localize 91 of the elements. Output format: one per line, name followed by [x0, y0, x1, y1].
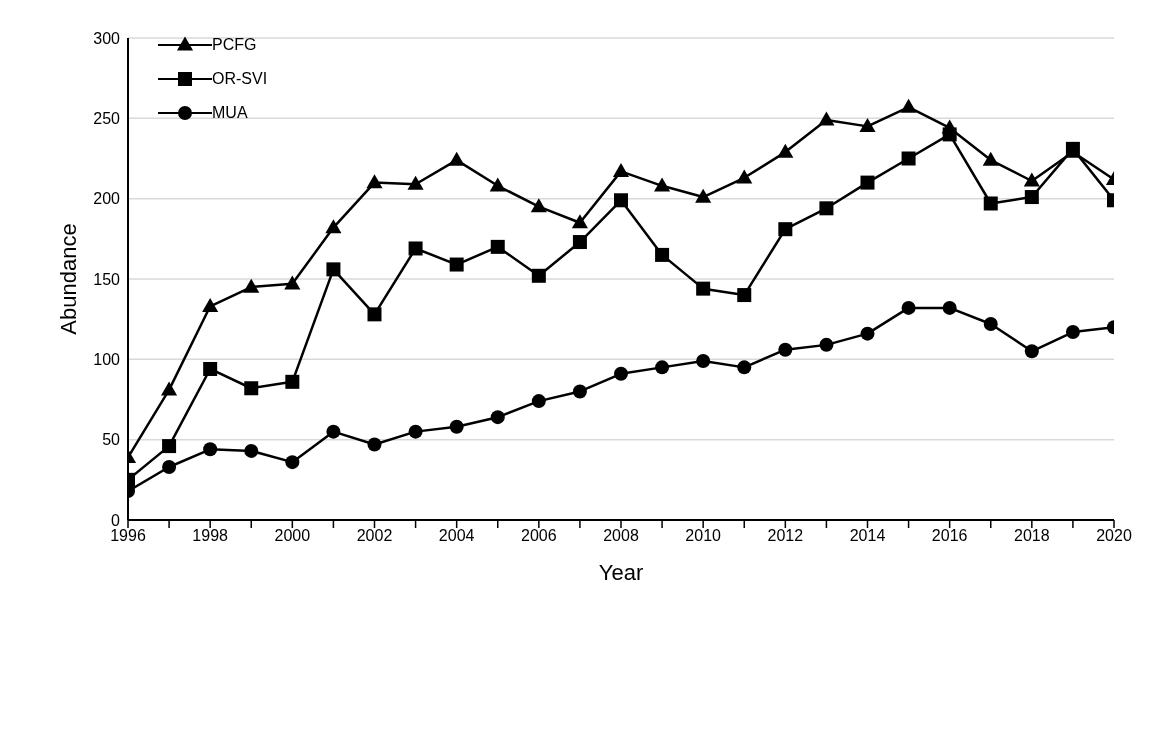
point [655, 360, 670, 375]
point [530, 198, 547, 213]
y-tick-label: 50 [102, 431, 121, 449]
point [162, 439, 177, 454]
point [449, 257, 464, 272]
point [407, 175, 424, 190]
y-tick-label: 200 [93, 190, 121, 208]
legend-label: MUA [212, 104, 248, 122]
point [1023, 172, 1040, 187]
point [202, 297, 219, 312]
point [696, 353, 711, 368]
x-tick-label: 2012 [767, 527, 804, 545]
point [244, 443, 259, 458]
point [654, 177, 671, 192]
x-tick-label: 2006 [521, 527, 557, 545]
x-axis-title: Year [598, 560, 644, 585]
point [490, 239, 505, 254]
point [571, 214, 588, 229]
point [778, 342, 793, 357]
point [1065, 325, 1080, 340]
legend-label: OR-SVI [212, 70, 268, 88]
x-tick-label: 2010 [685, 527, 722, 545]
point [860, 326, 875, 341]
point [695, 188, 712, 203]
point [326, 424, 341, 439]
point [572, 235, 587, 250]
point [284, 275, 301, 290]
x-tick-label: 1998 [192, 527, 229, 545]
point [448, 151, 465, 166]
point [614, 366, 628, 381]
point [942, 300, 957, 315]
point [490, 410, 505, 425]
point [860, 175, 875, 190]
point [203, 361, 218, 376]
point [819, 201, 834, 216]
x-tick-label: 2002 [356, 527, 393, 545]
point [203, 442, 218, 457]
point [819, 337, 834, 352]
point [982, 151, 999, 166]
point [737, 360, 752, 375]
point [326, 262, 341, 277]
point [325, 219, 342, 234]
y-tick-label: 300 [93, 29, 121, 47]
point [778, 222, 793, 237]
y-tick-label: 150 [93, 270, 121, 288]
point [612, 162, 630, 177]
point [737, 288, 752, 303]
point [1024, 190, 1039, 205]
point [900, 98, 917, 113]
x-tick-label: 2014 [849, 527, 886, 545]
point [777, 143, 794, 158]
y-tick-label: 250 [93, 110, 121, 128]
x-tick-label: 2016 [931, 527, 968, 545]
y-tick-label: 0 [111, 511, 121, 529]
point [243, 278, 260, 293]
point [366, 174, 383, 189]
point [285, 374, 300, 389]
x-tick-label: 2000 [274, 527, 311, 545]
x-tick-label: 2008 [603, 527, 639, 545]
point [285, 455, 300, 470]
legend-label: PCFG [212, 36, 257, 54]
x-tick-label: 2004 [438, 527, 475, 545]
point [367, 307, 382, 322]
point [655, 247, 670, 262]
point [449, 419, 464, 434]
point [818, 111, 835, 126]
point [162, 459, 177, 474]
point [1024, 344, 1039, 359]
x-tick-label: 1996 [110, 527, 146, 545]
point [531, 268, 546, 283]
point [983, 196, 998, 211]
point [572, 384, 587, 399]
point [161, 381, 178, 396]
point [614, 193, 628, 208]
point [736, 169, 753, 184]
point [408, 241, 423, 256]
point [696, 281, 711, 296]
point [941, 119, 958, 134]
point [983, 316, 998, 331]
point [489, 177, 506, 192]
x-tick-label: 2020 [1096, 527, 1132, 545]
point [859, 117, 876, 132]
point [367, 437, 382, 452]
point [531, 394, 546, 409]
point [244, 381, 259, 396]
point [901, 300, 916, 315]
y-axis-title: Abundance [55, 223, 81, 335]
y-tick-label: 100 [93, 351, 121, 369]
x-tick-label: 2018 [1014, 527, 1050, 545]
point [408, 424, 423, 439]
point [901, 151, 916, 166]
